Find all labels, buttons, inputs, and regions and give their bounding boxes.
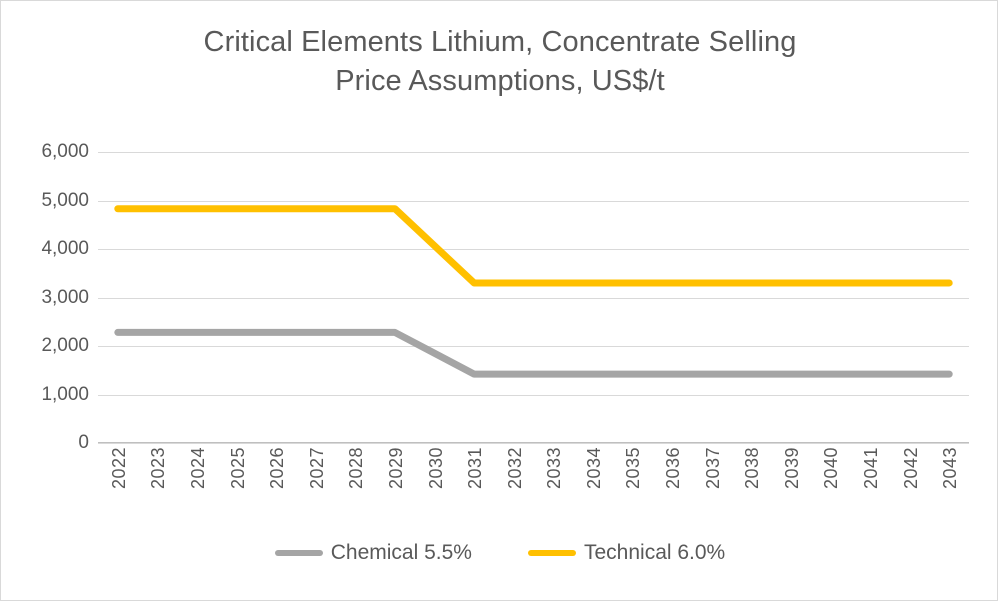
gridline	[98, 443, 969, 444]
y-axis-tick-label: 3,000	[41, 286, 89, 308]
x-axis-tick-label: 2043	[940, 447, 961, 490]
x-axis-tick-label: 2034	[583, 447, 604, 490]
y-axis-tick-label: 5,000	[41, 189, 89, 211]
x-axis-tick-label: 2029	[385, 447, 406, 490]
series-layer	[114, 205, 953, 378]
series-line-chemical-5-5	[114, 328, 953, 378]
x-axis-tick-label: 2025	[227, 447, 248, 490]
x-axis-tick-label: 2030	[425, 447, 446, 490]
x-axis-line	[98, 442, 969, 443]
gridline	[98, 152, 969, 153]
y-axis-tick-label: 1,000	[41, 383, 89, 405]
x-axis-tick-label: 2024	[187, 447, 208, 490]
plot-area	[98, 152, 969, 444]
y-axis: 6,000 5,000 4,000 3,000 2,000 1,000 0	[1, 141, 89, 453]
legend-item-label: Technical 6.0%	[583, 541, 726, 564]
legend-item-label: Chemical 5.5%	[330, 541, 472, 564]
gridline	[98, 297, 969, 299]
chart-title-line-2: Price Assumptions, US$/t	[335, 65, 665, 97]
x-axis-tick-label: 2042	[900, 447, 921, 490]
gridline	[98, 200, 969, 202]
chart-title-line-1: Critical Elements Lithium, Concentrate S…	[203, 26, 797, 58]
x-axis-tick-label: 2023	[148, 447, 169, 490]
x-axis-tick-label: 2028	[346, 447, 367, 490]
chart-title: Critical Elements Lithium, Concentrate S…	[1, 23, 997, 101]
legend-item[interactable]: Chemical 5.5%	[274, 541, 472, 565]
gridline	[98, 249, 969, 250]
y-axis-tick-label: 4,000	[41, 238, 89, 259]
gridline	[98, 394, 969, 396]
x-axis-tick-label: 2037	[702, 447, 723, 490]
x-axis-tick-label: 2040	[821, 447, 842, 490]
y-axis-tick-label: 2,000	[41, 335, 89, 356]
legend-swatch-icon	[527, 550, 576, 556]
x-axis-tick-label: 2035	[623, 447, 644, 490]
x-axis-tick-label: 2026	[267, 447, 288, 490]
y-axis-tick-label: 0	[78, 432, 89, 453]
legend-swatch-icon	[274, 550, 323, 556]
x-axis-tick-label: 2036	[663, 447, 684, 490]
x-axis-tick-label: 2038	[742, 447, 763, 490]
x-axis-tick-label: 2027	[306, 447, 327, 490]
x-axis-tick-label: 2033	[544, 447, 565, 490]
x-axis-tick-label: 2022	[108, 447, 129, 490]
x-axis-tick-label: 2041	[861, 447, 882, 490]
legend-item[interactable]: Technical 6.0%	[527, 541, 726, 565]
y-axis-tick-label: 6,000	[41, 141, 89, 162]
x-axis: 2022 2023 2024 2025 2026 2027 2028 2029 2030 2031…	[98, 447, 969, 527]
gridline	[98, 346, 969, 347]
chart-legend: Chemical 5.5% Technical 6.0%	[1, 541, 997, 565]
x-axis-tick-label: 2039	[781, 447, 802, 490]
series-line-technical-6-0	[114, 205, 953, 287]
x-axis-tick-label: 2031	[465, 447, 486, 490]
x-axis-tick-label: 2032	[504, 447, 525, 490]
